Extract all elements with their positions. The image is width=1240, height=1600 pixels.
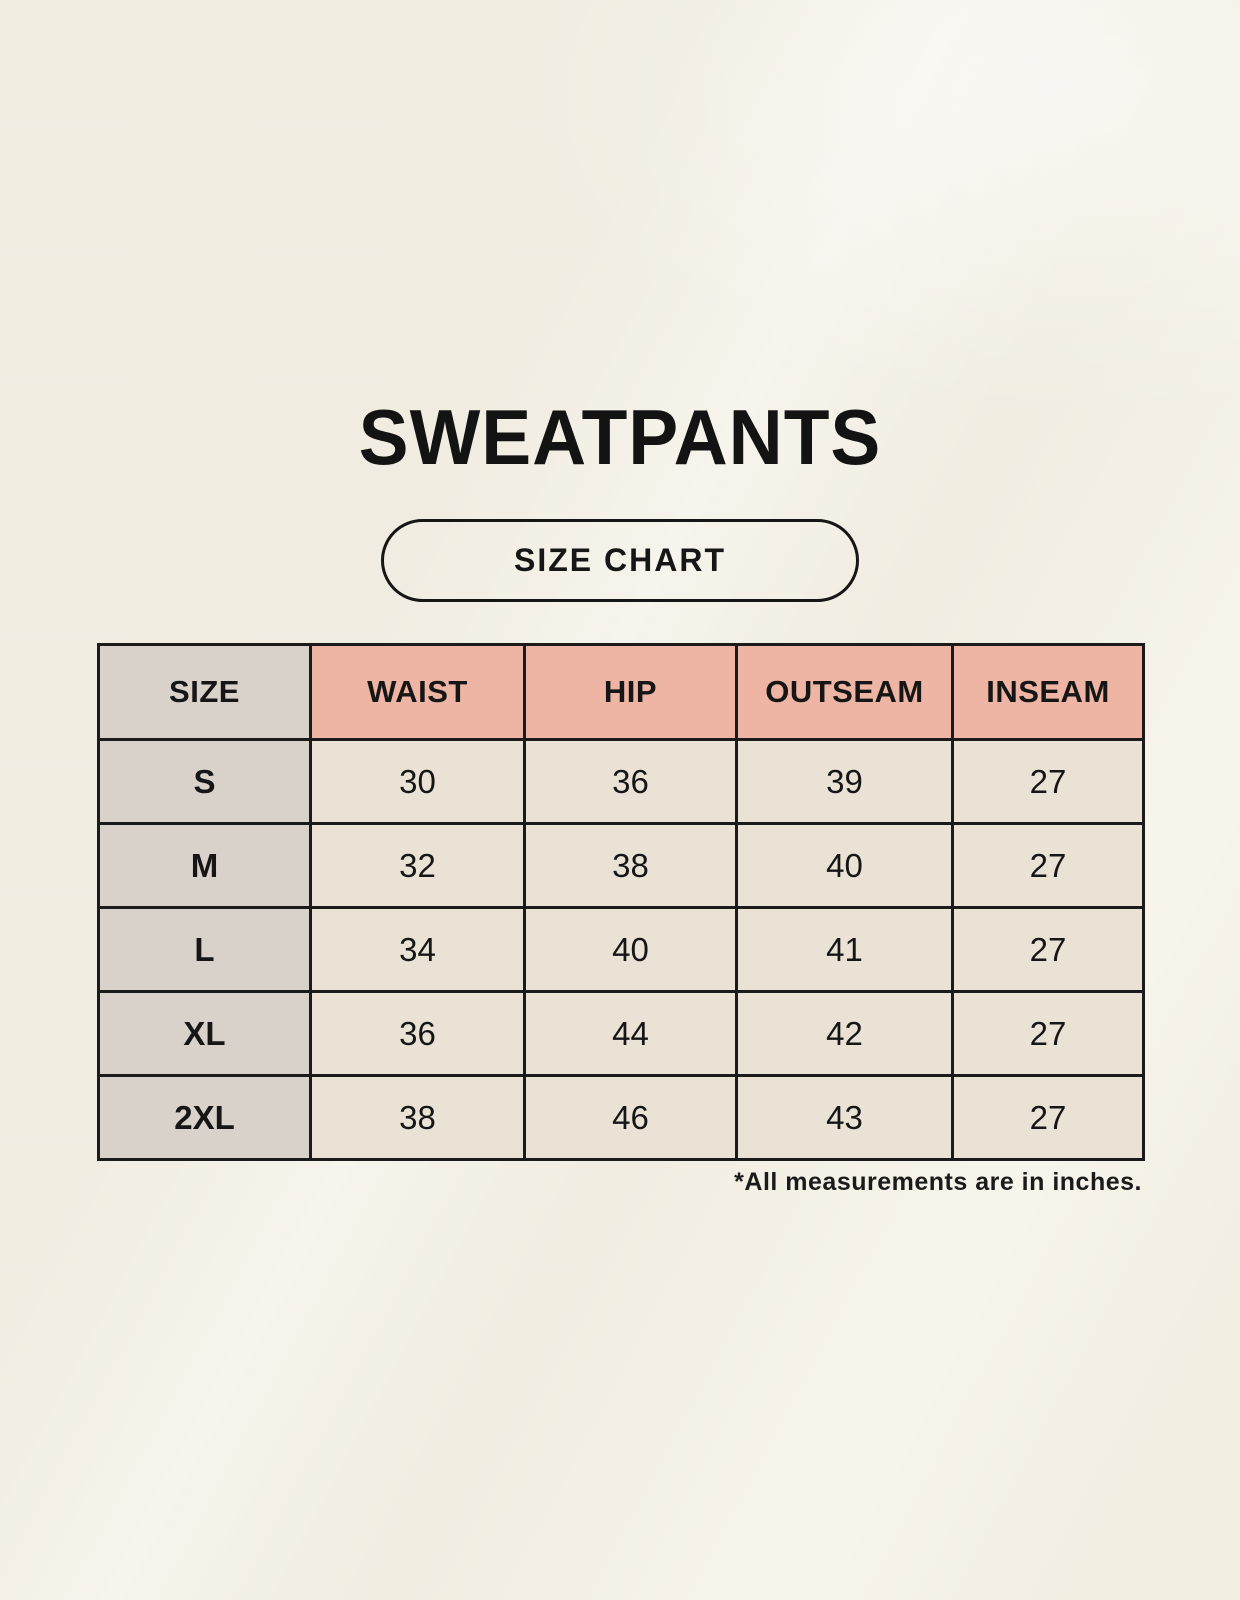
waist-value: 32 (309, 822, 526, 909)
size-label: L (97, 906, 312, 993)
size-label: 2XL (97, 1074, 312, 1161)
table-row-s: S 30 36 39 27 (97, 738, 1145, 825)
size-label: M (97, 822, 312, 909)
page-title: SWEATPANTS (358, 393, 882, 481)
table-row-m: M 32 38 40 27 (97, 822, 1145, 909)
inseam-value: 27 (951, 1074, 1145, 1161)
inseam-value: 27 (951, 738, 1145, 825)
size-label: XL (97, 990, 312, 1077)
table-row-2xl: 2XL 38 46 43 27 (97, 1074, 1145, 1161)
table-row-l: L 34 40 41 27 (97, 906, 1145, 993)
outseam-value: 43 (735, 1074, 954, 1161)
outseam-value: 41 (735, 906, 954, 993)
size-label: S (97, 738, 312, 825)
hip-value: 40 (523, 906, 738, 993)
column-header-waist: WAIST (309, 643, 526, 741)
waist-value: 36 (309, 990, 526, 1077)
size-chart-table: SIZE WAIST HIP OUTSEAM INSEAM S 30 36 39… (97, 643, 1145, 1161)
hip-value: 38 (523, 822, 738, 909)
outseam-value: 40 (735, 822, 954, 909)
size-chart-container: SIZE WAIST HIP OUTSEAM INSEAM S 30 36 39… (97, 643, 1145, 1161)
measurements-footnote: *All measurements are in inches. (734, 1168, 1142, 1196)
column-header-inseam: INSEAM (951, 643, 1145, 741)
waist-value: 38 (309, 1074, 526, 1161)
column-header-outseam: OUTSEAM (735, 643, 954, 741)
outseam-value: 42 (735, 990, 954, 1077)
outseam-value: 39 (735, 738, 954, 825)
table-header-row: SIZE WAIST HIP OUTSEAM INSEAM (97, 643, 1145, 741)
size-chart-badge-label: SIZE CHART (514, 542, 726, 578)
inseam-value: 27 (951, 906, 1145, 993)
column-header-size: SIZE (97, 643, 312, 741)
inseam-value: 27 (951, 822, 1145, 909)
waist-value: 34 (309, 906, 526, 993)
hip-value: 46 (523, 1074, 738, 1161)
column-header-hip: HIP (523, 643, 738, 741)
hip-value: 36 (523, 738, 738, 825)
size-chart-badge: SIZE CHART (381, 519, 859, 602)
inseam-value: 27 (951, 990, 1145, 1077)
waist-value: 30 (309, 738, 526, 825)
table-row-xl: XL 36 44 42 27 (97, 990, 1145, 1077)
hip-value: 44 (523, 990, 738, 1077)
